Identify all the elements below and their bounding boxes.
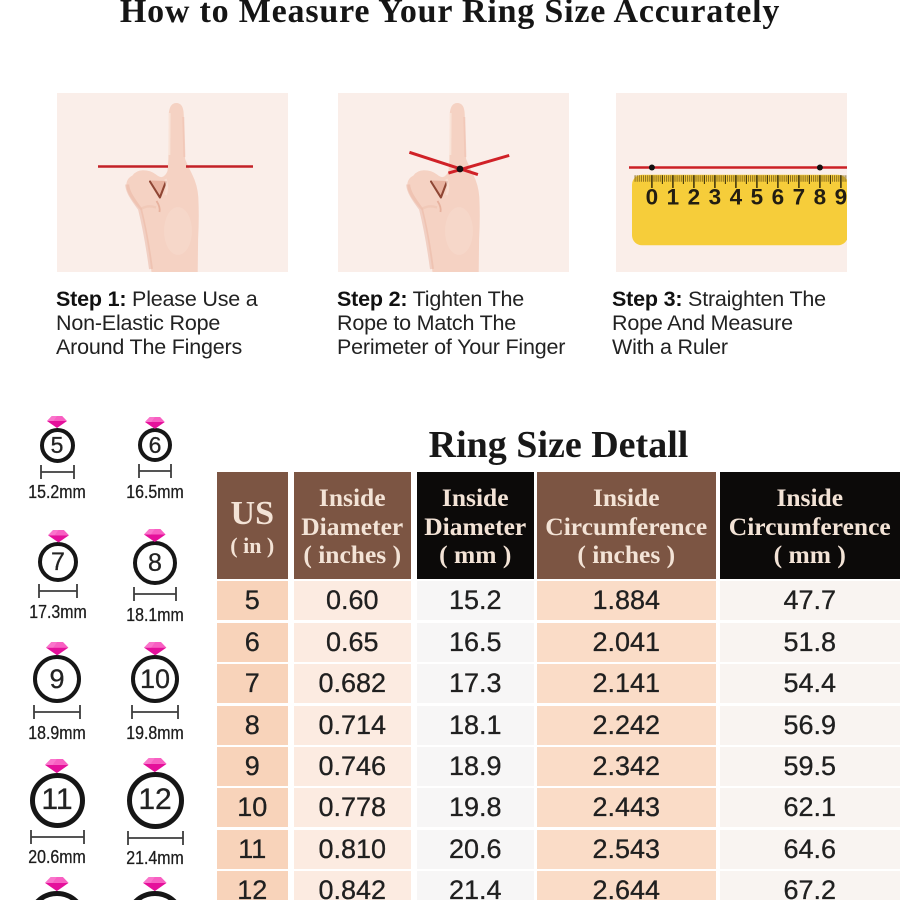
- svg-text:5: 5: [751, 185, 764, 210]
- svg-text:4: 4: [730, 185, 743, 210]
- svg-text:3: 3: [709, 185, 722, 210]
- svg-text:0: 0: [646, 185, 659, 210]
- svg-text:9: 9: [835, 185, 847, 210]
- svg-text:7: 7: [793, 185, 806, 210]
- svg-text:6: 6: [772, 185, 785, 210]
- svg-text:2: 2: [688, 185, 701, 210]
- svg-text:8: 8: [814, 185, 827, 210]
- svg-text:1: 1: [667, 185, 680, 210]
